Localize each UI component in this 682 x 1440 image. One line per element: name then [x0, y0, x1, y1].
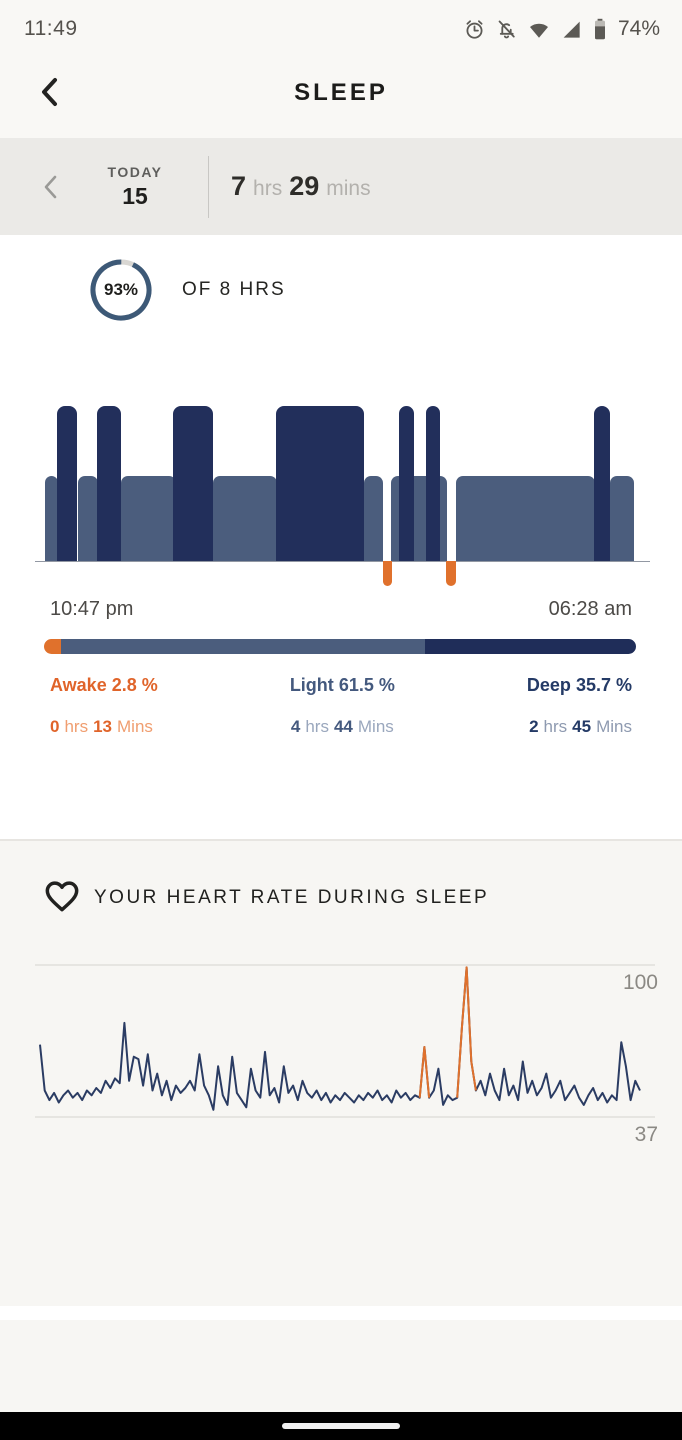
deep-stage-bar	[594, 406, 610, 561]
heart-icon	[42, 876, 82, 921]
sleep-stage-chart	[35, 406, 650, 586]
next-section-placeholder	[0, 1320, 682, 1410]
notifications-off-icon	[495, 18, 518, 41]
status-time: 11:49	[24, 17, 78, 40]
heart-rate-chart: 100 37	[35, 957, 658, 1146]
light-stage-bar	[45, 476, 58, 561]
duration-hours-unit: hrs	[253, 177, 283, 200]
status-bar: 11:49	[0, 0, 682, 48]
back-button[interactable]	[30, 72, 70, 112]
light-stage-bar	[121, 476, 176, 561]
deep-stat: Deep 35.7 % 2 hrs 45 Mins	[527, 675, 632, 737]
divider	[208, 155, 209, 218]
home-indicator[interactable]	[282, 1423, 400, 1429]
awake-duration: 0 hrs 13 Mins	[50, 717, 153, 736]
light-stat: Light 61.5 % 4 hrs 44 Mins	[290, 675, 395, 737]
deep-stage-bar	[399, 406, 414, 561]
goal-percent: 93%	[103, 280, 139, 299]
page-title: SLEEP	[294, 79, 388, 106]
heart-rate-card: YOUR HEART RATE DURING SLEEP 100 37	[0, 839, 682, 1306]
duration-mins: 29	[289, 171, 320, 201]
deep-stage-bar	[426, 406, 440, 561]
goal-progress-ring: 93%	[88, 257, 154, 323]
light-label: Light 61.5 %	[289, 675, 395, 695]
awake-label: Awake 2.8 %	[50, 675, 158, 695]
previous-day-chevron-icon[interactable]	[28, 165, 72, 209]
session-time-row: 10:47 pm 06:28 am	[0, 598, 682, 621]
light-stage-bar	[610, 476, 634, 561]
duration-mins-unit: mins	[326, 177, 371, 200]
deep-stage-bar	[97, 406, 121, 561]
awake-stage-bar	[383, 561, 392, 586]
awake-stat: Awake 2.8 % 0 hrs 13 Mins	[50, 675, 158, 737]
deep-stage-bar	[276, 406, 364, 561]
goal-target-label: OF 8 HRS	[182, 279, 286, 300]
stage-distribution-bar	[44, 639, 636, 654]
battery-icon	[592, 17, 608, 41]
total-sleep-duration: 7 hrs 29 mins	[231, 171, 371, 202]
chart-baseline	[35, 560, 650, 562]
wifi-icon	[527, 18, 551, 41]
date-day: 15	[122, 182, 148, 209]
sleep-start-time: 10:47 pm	[50, 598, 134, 620]
deep-duration: 2 hrs 45 Mins	[529, 717, 632, 736]
light-stage-bar	[213, 476, 277, 561]
light-stage-bar	[364, 476, 383, 561]
heart-rate-title: YOUR HEART RATE DURING SLEEP	[94, 887, 490, 908]
light-distribution-segment	[60, 639, 425, 654]
heart-rate-header: YOUR HEART RATE DURING SLEEP	[42, 875, 682, 921]
light-stage-bar	[456, 476, 595, 561]
section-gap	[0, 1306, 682, 1320]
date-nav: TODAY 15 7 hrs 29 mins	[0, 138, 682, 235]
deep-distribution-segment	[424, 639, 636, 654]
system-nav-bar	[0, 1412, 682, 1440]
light-duration: 4 hrs 44 Mins	[290, 717, 394, 736]
status-icons: 74%	[463, 17, 660, 41]
cellular-icon	[560, 18, 583, 41]
sleep-end-time: 06:28 am	[548, 598, 632, 620]
light-stage-bar	[78, 476, 98, 561]
goal-row: 93% OF 8 HRS	[88, 255, 682, 325]
deep-stage-bar	[57, 406, 77, 561]
date-selector[interactable]: TODAY 15	[80, 164, 190, 210]
deep-label: Deep 35.7 %	[526, 675, 632, 695]
awake-distribution-segment	[44, 639, 61, 654]
alarm-icon	[463, 18, 486, 41]
duration-hours: 7	[231, 171, 247, 201]
battery-percent: 74%	[617, 17, 660, 40]
date-label: TODAY	[107, 163, 163, 180]
app-header: SLEEP	[0, 48, 682, 138]
stage-stats-row: Awake 2.8 % 0 hrs 13 Mins Light 61.5 % 4 hrs…	[0, 675, 682, 737]
awake-stage-bar	[446, 561, 456, 586]
deep-stage-bar	[173, 406, 213, 561]
hr-axis-max: 100	[622, 971, 658, 994]
hr-axis-min: 37	[634, 1123, 658, 1146]
sleep-summary-card: 93% OF 8 HRS 10:47 pm 06:28 am Awake 2.8…	[0, 235, 682, 839]
